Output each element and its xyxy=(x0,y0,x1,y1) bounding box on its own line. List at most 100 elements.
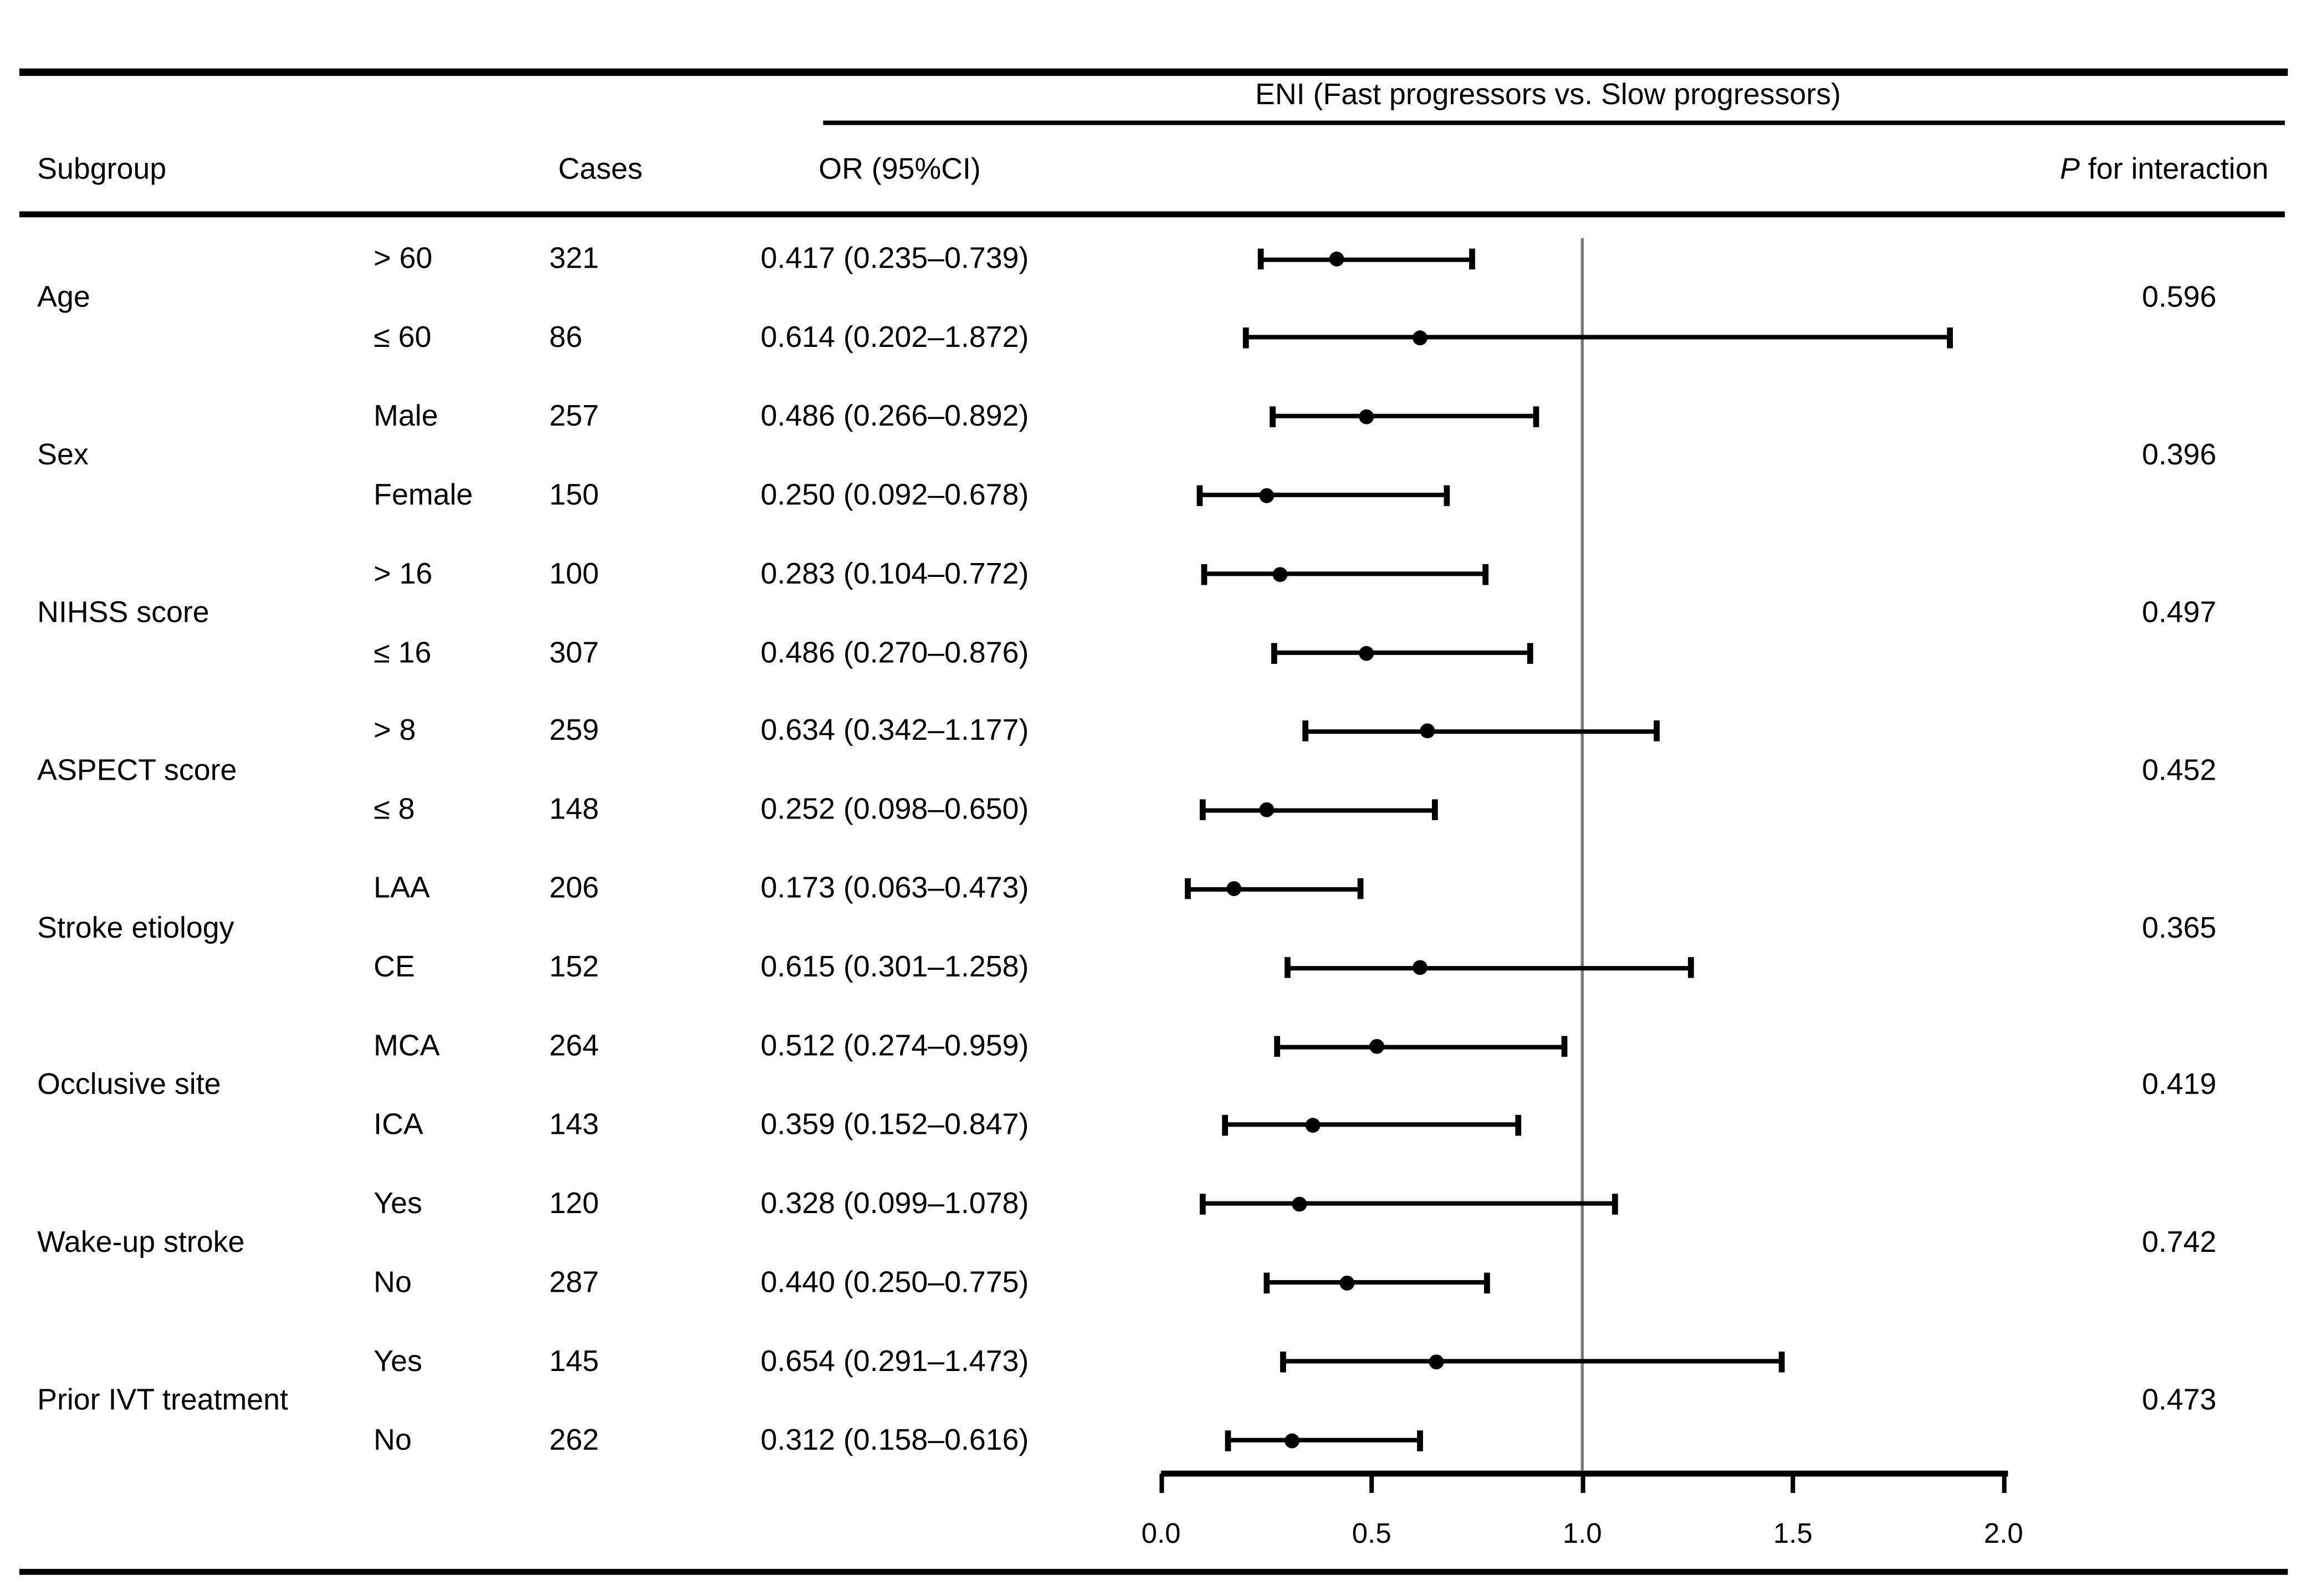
x-axis-line xyxy=(1161,1470,2008,1477)
bottom-rule xyxy=(19,1569,2288,1575)
or-ci-text: 0.252 (0.098–0.650) xyxy=(760,794,1029,827)
level-label: MCA xyxy=(374,1030,440,1063)
level-label: > 16 xyxy=(374,557,433,591)
cases-value: 145 xyxy=(549,1345,599,1378)
group-label: NIHSS score xyxy=(37,597,209,630)
or-ci-text: 0.250 (0.092–0.678) xyxy=(760,479,1029,512)
level-label: CE xyxy=(374,951,415,984)
level-label: ≤ 60 xyxy=(374,321,432,354)
or-ci-text: 0.634 (0.342–1.177) xyxy=(760,715,1029,748)
ci-cap-right xyxy=(1527,642,1533,663)
ci-bar xyxy=(1203,1201,1615,1206)
ci-bar xyxy=(1266,1280,1488,1285)
group-label: Prior IVT treatment xyxy=(37,1384,288,1418)
cases-value: 262 xyxy=(549,1424,599,1457)
ci-cap-left xyxy=(1280,1351,1287,1372)
group-label: Occlusive site xyxy=(37,1069,221,1102)
or-ci-text: 0.312 (0.158–0.616) xyxy=(760,1424,1029,1457)
cases-value: 307 xyxy=(549,636,599,669)
ci-cap-right xyxy=(1431,800,1438,821)
level-label: No xyxy=(374,1424,412,1457)
ci-cap-right xyxy=(1562,1036,1568,1057)
or-dot xyxy=(1329,251,1344,267)
ci-cap-left xyxy=(1199,800,1205,821)
ci-bar xyxy=(1273,414,1537,419)
ci-cap-left xyxy=(1273,1036,1280,1057)
or-dot xyxy=(1429,1354,1444,1369)
group-label: Stroke etiology xyxy=(37,912,234,945)
cases-value: 264 xyxy=(549,1030,599,1063)
p-interaction-value: 0.365 xyxy=(2142,912,2217,945)
level-label: ≤ 16 xyxy=(374,636,432,669)
or-dot xyxy=(1259,488,1274,503)
ci-cap-left xyxy=(1224,1429,1231,1451)
group-label: ASPECT score xyxy=(37,754,237,787)
ci-cap-left xyxy=(1302,721,1308,742)
p-interaction-value: 0.396 xyxy=(2142,439,2217,473)
axis-tick-label: 2.0 xyxy=(1983,1519,2023,1551)
ci-cap-right xyxy=(1612,1193,1618,1215)
ci-cap-left xyxy=(1243,327,1249,349)
ci-cap-right xyxy=(1533,406,1540,427)
or-ci-text: 0.615 (0.301–1.258) xyxy=(760,951,1029,984)
ci-bar xyxy=(1283,1359,1782,1364)
reference-line xyxy=(1580,238,1584,1474)
ci-cap-left xyxy=(1199,1193,1206,1215)
ci-bar xyxy=(1205,571,1486,576)
ci-cap-right xyxy=(1687,957,1694,978)
axis-tick xyxy=(1791,1474,1796,1493)
cases-value: 257 xyxy=(549,400,599,433)
ci-cap-right xyxy=(1654,721,1660,742)
ci-cap-left xyxy=(1285,957,1291,978)
ci-bar xyxy=(1187,887,1360,892)
cases-value: 148 xyxy=(549,794,599,827)
or-ci-text: 0.486 (0.266–0.892) xyxy=(760,400,1029,433)
or-dot xyxy=(1260,802,1275,818)
or-dot xyxy=(1305,1117,1320,1133)
or-ci-text: 0.173 (0.063–0.473) xyxy=(760,872,1029,906)
ci-bar xyxy=(1275,650,1530,655)
or-ci-text: 0.486 (0.270–0.876) xyxy=(760,636,1029,669)
ci-bar xyxy=(1260,257,1472,262)
cases-value: 143 xyxy=(549,1108,599,1142)
axis-tick-label: 1.0 xyxy=(1562,1519,1602,1551)
p-label-rest: for interaction xyxy=(2080,153,2269,186)
level-label: LAA xyxy=(374,872,430,906)
ci-cap-right xyxy=(1515,1114,1521,1136)
ci-cap-right xyxy=(1469,248,1476,270)
or-dot xyxy=(1291,1196,1307,1211)
level-label: ≤ 8 xyxy=(374,794,415,827)
cases-value: 206 xyxy=(549,872,599,906)
column-header-or-ci: OR (95%CI) xyxy=(819,153,981,186)
cases-value: 152 xyxy=(549,951,599,984)
ci-cap-right xyxy=(1417,1429,1424,1451)
ci-cap-left xyxy=(1222,1114,1228,1136)
ci-bar xyxy=(1276,1044,1565,1049)
ci-cap-right xyxy=(1778,1351,1785,1372)
or-ci-text: 0.440 (0.250–0.775) xyxy=(760,1266,1029,1300)
ci-bar xyxy=(1305,729,1657,734)
level-label: Female xyxy=(374,479,473,512)
ci-bar xyxy=(1200,493,1447,498)
level-label: > 8 xyxy=(374,715,416,748)
axis-tick xyxy=(2001,1474,2006,1493)
or-dot xyxy=(1226,881,1241,897)
top-rule xyxy=(19,68,2288,76)
ci-cap-left xyxy=(1257,248,1264,270)
axis-tick xyxy=(1369,1474,1374,1493)
ci-bar xyxy=(1225,1123,1518,1128)
column-header-p-interaction: P for interaction xyxy=(2060,155,2268,185)
ci-cap-right xyxy=(1946,327,1953,349)
cases-value: 86 xyxy=(549,321,582,354)
ci-bar xyxy=(1202,807,1435,813)
level-label: Yes xyxy=(374,1345,422,1378)
group-label: Age xyxy=(37,282,90,315)
ci-cap-left xyxy=(1196,484,1203,506)
plot-title-underline xyxy=(823,120,2285,125)
ci-cap-left xyxy=(1184,878,1191,899)
group-label: Wake-up stroke xyxy=(37,1226,245,1260)
axis-tick xyxy=(1580,1474,1585,1493)
cases-value: 259 xyxy=(549,715,599,748)
plot-title: ENI (Fast progressors vs. Slow progresso… xyxy=(1255,79,1841,112)
